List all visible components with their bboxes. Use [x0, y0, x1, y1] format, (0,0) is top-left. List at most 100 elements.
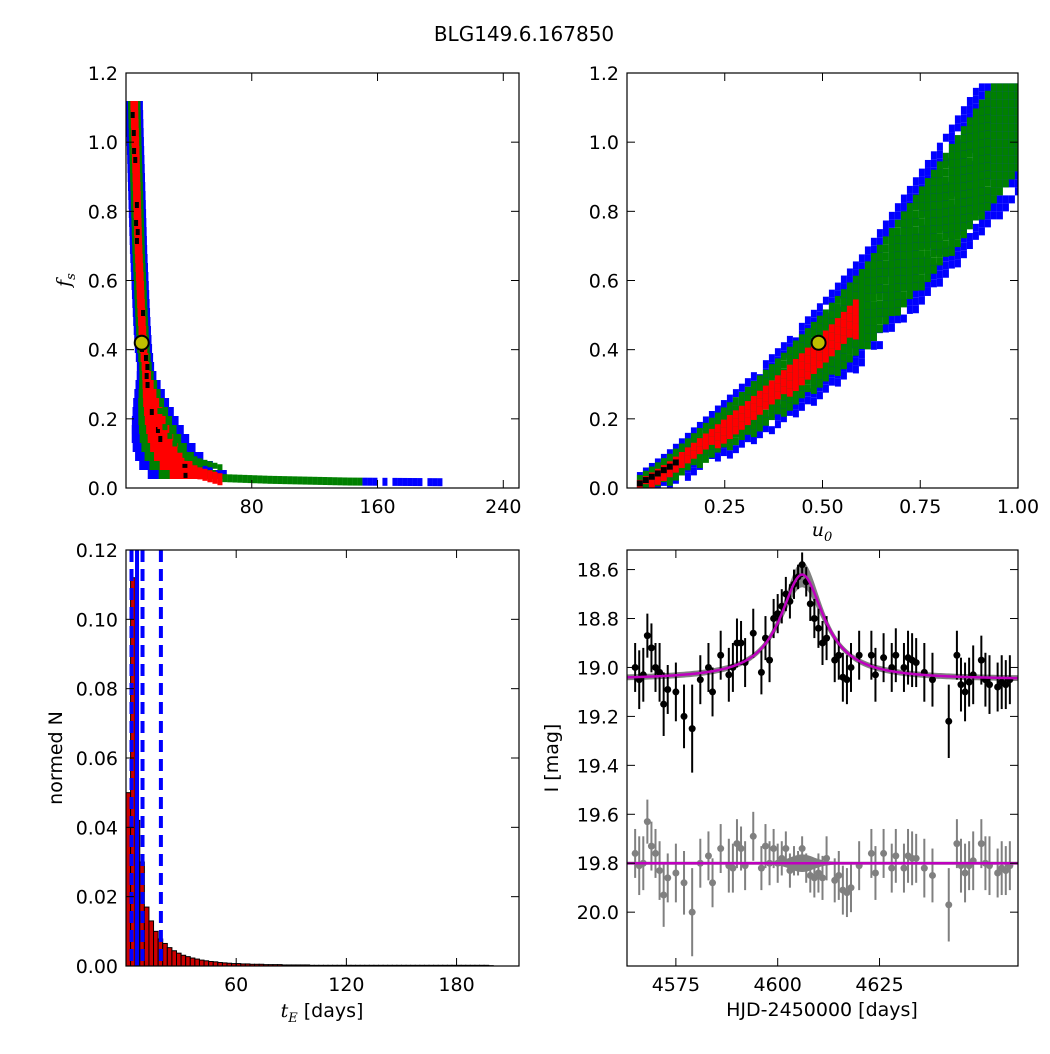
density-cell [985, 203, 991, 211]
density-cell [1009, 163, 1015, 171]
density-cell [991, 83, 997, 91]
residual-point [762, 843, 769, 850]
density-cell [853, 261, 859, 269]
data-point [725, 671, 732, 678]
density-cell [901, 315, 907, 323]
density-cell [997, 99, 1003, 107]
density-cell [907, 251, 913, 259]
data-point [644, 632, 651, 639]
y-tick-label: 19.2 [577, 706, 619, 728]
density-cell [143, 389, 157, 398]
density-cell [739, 392, 745, 400]
density-cell [955, 215, 961, 223]
density-cell [332, 477, 337, 485]
density-cell-best [184, 472, 188, 478]
density-cell [222, 474, 227, 482]
density-cell [781, 409, 787, 417]
density-cell [937, 225, 943, 233]
density-cell [829, 311, 835, 319]
density-cell [1003, 99, 1009, 107]
y-tick-label: 0.6 [88, 271, 118, 293]
density-cell [967, 157, 973, 165]
axes-frame [126, 73, 519, 488]
density-cell [136, 281, 144, 290]
density-cell [925, 250, 931, 258]
density-cell [877, 285, 883, 293]
density-cell [997, 123, 1003, 131]
density-cell [793, 341, 799, 349]
density-cell [913, 243, 919, 251]
density-cell [901, 275, 907, 283]
density-cell [991, 171, 997, 179]
density-cell [805, 396, 811, 404]
density-cell [134, 209, 142, 218]
density-cell [883, 220, 889, 228]
histogram-bar [213, 962, 218, 966]
density-cell [745, 434, 751, 442]
density-cell [829, 359, 835, 367]
density-cell [973, 172, 979, 180]
density-cell [919, 202, 925, 210]
density-cell [763, 386, 769, 394]
density-cell [739, 384, 745, 392]
density-cell [961, 150, 967, 158]
density-cell [139, 326, 147, 335]
density-cell [757, 423, 763, 431]
density-cell [1009, 99, 1015, 107]
density-cell [697, 460, 703, 468]
data-point [848, 664, 855, 671]
density-cell [895, 260, 901, 268]
density-cell [673, 449, 679, 457]
density-cell [769, 364, 775, 372]
density-cell [961, 250, 967, 258]
density-cell [721, 400, 727, 408]
density-cell [841, 361, 847, 369]
residual-point [803, 865, 810, 872]
density-cell [859, 350, 865, 358]
density-cell [1003, 195, 1009, 203]
x-axis-label-sub: E [287, 1011, 298, 1026]
density-cell [961, 242, 967, 250]
density-cell [212, 463, 217, 469]
density-cell [889, 308, 895, 316]
density-cell [943, 185, 949, 193]
density-cell [835, 283, 841, 291]
density-cell [799, 342, 805, 350]
density-cell [135, 245, 143, 254]
density-cell [727, 415, 733, 423]
density-cell [757, 375, 763, 383]
density-cell [661, 473, 667, 481]
y-tick-label: 0.6 [589, 271, 619, 293]
density-cell [889, 220, 895, 228]
data-point [648, 644, 655, 651]
data-point [953, 652, 960, 659]
density-cell [925, 234, 931, 242]
density-cell [322, 477, 327, 485]
density-cell [1009, 91, 1015, 99]
density-cell [925, 168, 931, 176]
density-cell [1003, 155, 1009, 163]
density-cell [967, 165, 973, 173]
density-cell [931, 250, 937, 258]
density-cell [347, 478, 352, 486]
residual-point [786, 867, 793, 874]
density-cell [1009, 107, 1015, 115]
density-cell [955, 123, 961, 131]
density-cell [967, 205, 973, 213]
density-cell [835, 352, 841, 360]
density-cell [769, 404, 775, 412]
y-tick-label: 19.4 [577, 755, 619, 777]
density-cell [895, 252, 901, 260]
density-cell [136, 263, 144, 272]
axes-frame [126, 550, 519, 966]
density-cell [907, 243, 913, 251]
y-axis-label-sub: s [64, 273, 79, 280]
x-tick-label: 180 [438, 974, 474, 996]
density-cell [967, 189, 973, 197]
density-cell [985, 107, 991, 115]
density-cell [949, 261, 955, 269]
density-cell [949, 240, 955, 248]
density-cell [167, 433, 172, 439]
histogram-bar [177, 953, 182, 966]
density-cell [913, 185, 919, 193]
